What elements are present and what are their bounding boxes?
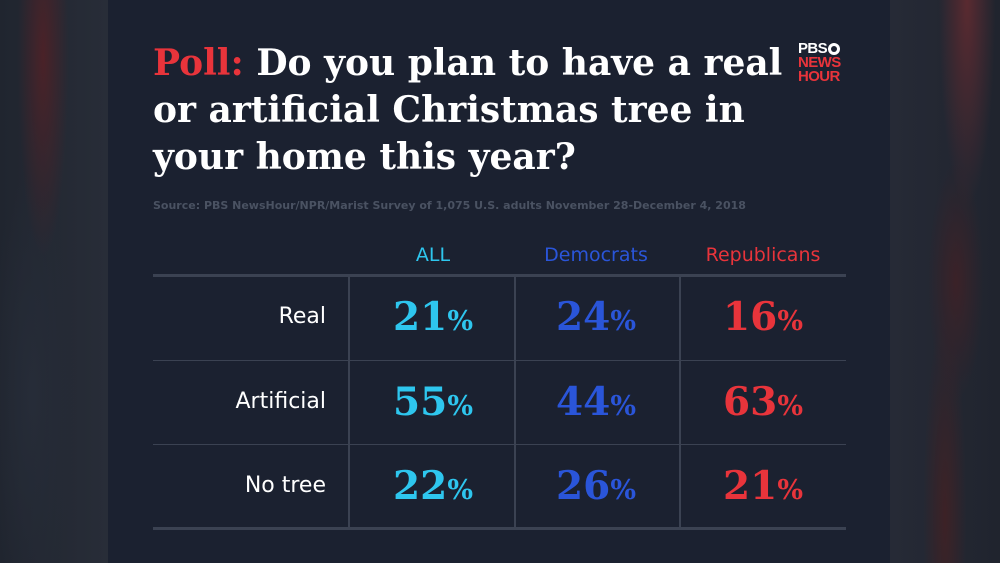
background-left [0,0,108,563]
cell-no-tree-republicans: 21% [723,463,803,509]
column-divider-1 [514,276,516,528]
cell-artificial-democrats: 44% [556,379,636,425]
cell-artificial-republicans: 63% [723,379,803,425]
poll-panel: Poll: Do you plan to have a real or arti… [108,0,890,563]
column-divider-2 [679,276,681,528]
cell-real-democrats: 24% [556,294,636,340]
title-question: Do you plan to have a real or artificial… [153,42,783,178]
cell-no-tree-all: 22% [393,463,473,509]
table-rule-1 [153,360,846,361]
cell-real-republicans: 16% [723,294,803,340]
background-right [890,0,1000,563]
column-divider-0 [348,276,350,528]
pbs-head-icon [828,43,841,55]
title-prefix: Poll: [153,42,244,84]
chart-title: Poll: Do you plan to have a real or arti… [153,40,793,181]
column-header-democrats: Democrats [544,244,648,266]
table-rule-2 [153,444,846,445]
source-note: Source: PBS NewsHour/NPR/Marist Survey o… [153,199,746,212]
logo-line1: PBS [798,40,828,57]
row-label-artificial: Artificial [235,389,327,414]
row-label-no-tree: No tree [244,473,326,498]
table-rule-0 [153,274,846,277]
column-header-republicans: Republicans [705,244,821,266]
cell-no-tree-democrats: 26% [556,463,636,509]
cell-real-all: 21% [393,294,473,340]
table-rule-3 [153,527,846,530]
logo-line2: NEWS [798,54,841,71]
column-header-all: ALL [415,244,451,266]
pbs-newshour-logo: PBS NEWS HOUR [798,40,854,85]
logo-line3: HOUR [798,68,840,85]
row-label-real: Real [278,304,326,329]
cell-artificial-all: 55% [393,379,473,425]
